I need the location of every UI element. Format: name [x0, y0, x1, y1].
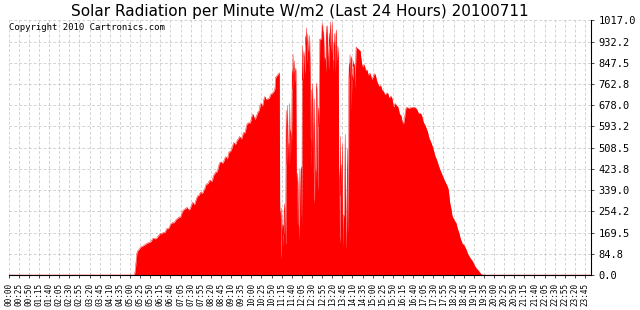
Text: Copyright 2010 Cartronics.com: Copyright 2010 Cartronics.com [9, 23, 165, 32]
Title: Solar Radiation per Minute W/m2 (Last 24 Hours) 20100711: Solar Radiation per Minute W/m2 (Last 24… [71, 4, 529, 19]
